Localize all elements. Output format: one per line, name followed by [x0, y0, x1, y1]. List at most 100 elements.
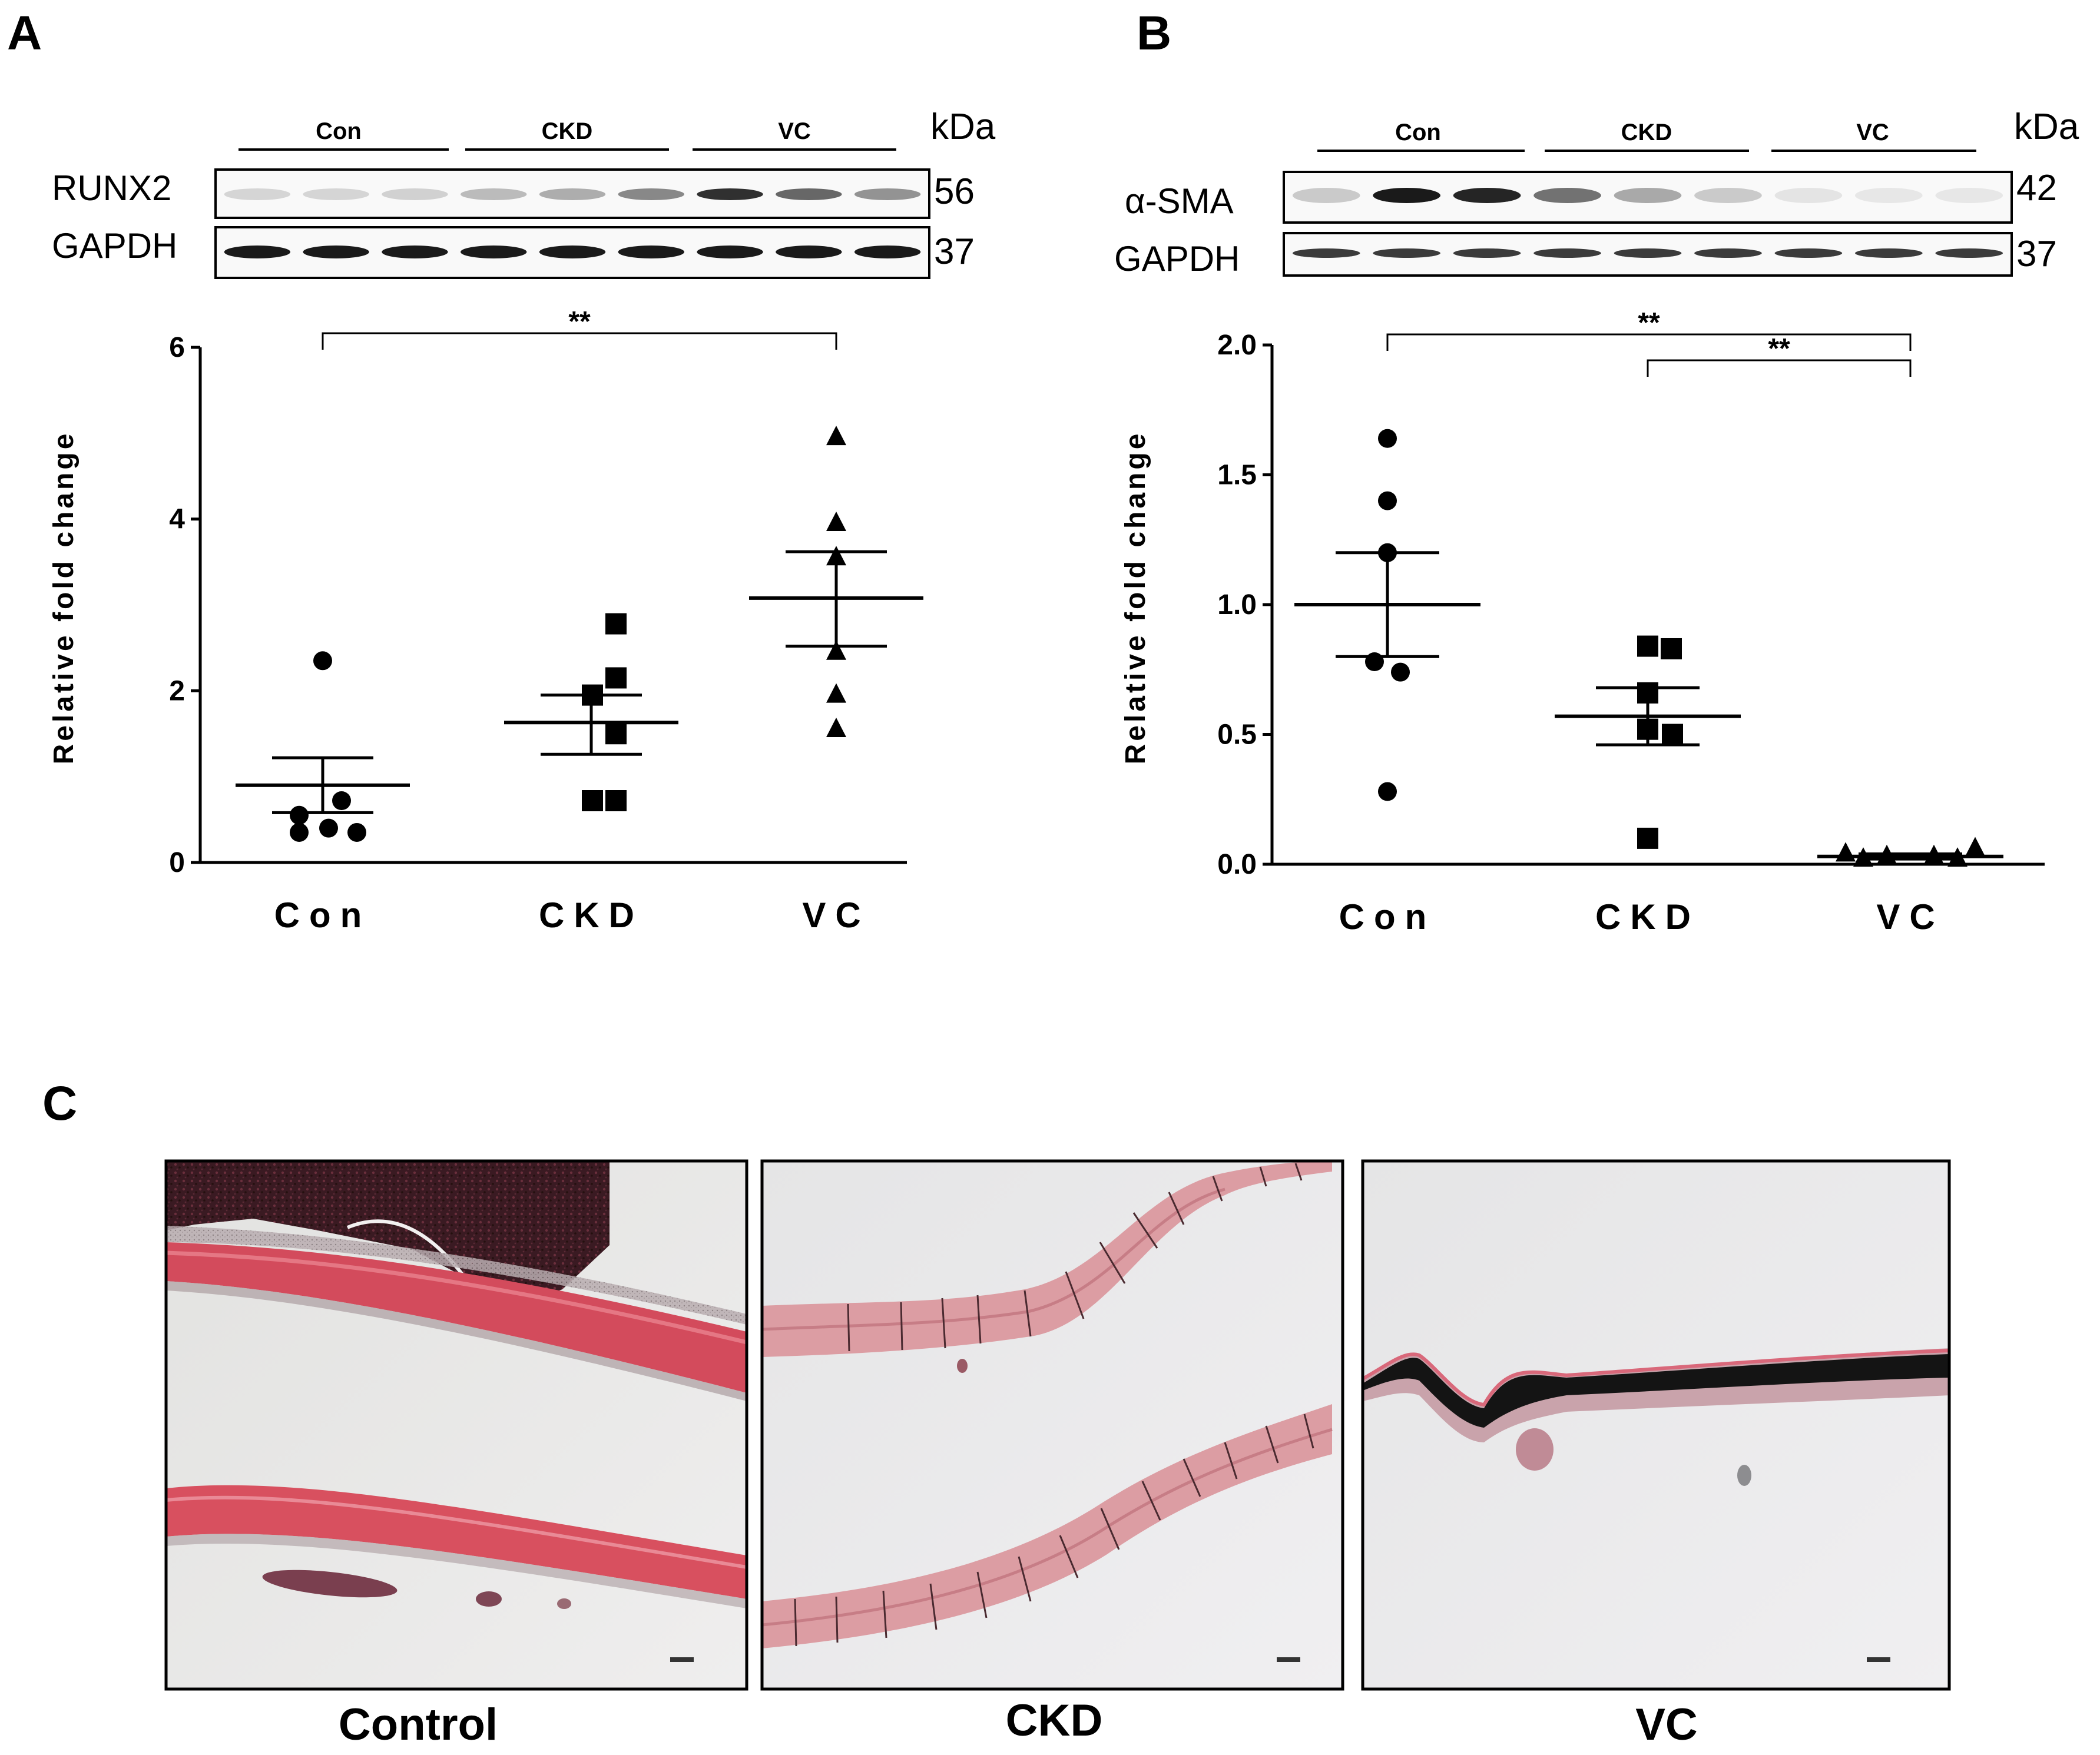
chart-b-point-ckd-5 — [1662, 724, 1683, 745]
chart-a-ytick-label-0: 0 — [169, 847, 185, 878]
chart-b-point-ckd-4 — [1637, 718, 1658, 740]
chart-a-point-ckd-6 — [605, 790, 627, 811]
chart-b-ytick-label-2: 1.0 — [1217, 589, 1257, 621]
chart-a-point-vc-5 — [826, 683, 846, 703]
chart-b-points — [1365, 429, 1985, 867]
chart-b-point-ckd-6 — [1637, 827, 1658, 849]
chart-b-sig-bracket-2 — [1647, 359, 1912, 377]
chart-a-point-con-1 — [313, 651, 332, 671]
chart-a-xtick-label-ckd: CKD — [539, 895, 644, 935]
panel-letter-b: B — [1137, 6, 1171, 60]
blot-b-asma-band-1 — [1292, 188, 1360, 203]
chart-b-ytick-label-0: 0.0 — [1217, 849, 1257, 880]
chart-a-point-con-6 — [347, 822, 366, 842]
chart-b: Relative fold change 0.0 0.5 1.0 1.5 2.0 Con C… — [1120, 307, 2045, 937]
blot-a-runx2-band-9 — [854, 188, 921, 200]
blot-a-gapdh-band-1 — [224, 245, 291, 258]
blot-b-asma-band-4 — [1533, 188, 1601, 203]
blot-a-gapdh-band-8 — [776, 245, 842, 258]
blot-b-asma-band-5 — [1614, 188, 1682, 203]
blot-a-gapdh-band-6 — [618, 245, 684, 258]
blot-a-runx2-band-6 — [618, 188, 684, 200]
blot-a: Con CKD VC kDa RUNX2 56 GAPDH 37 — [52, 107, 996, 279]
blot-b-gapdh-band-3 — [1453, 248, 1521, 258]
blot-a-gapdh-band-7 — [697, 245, 763, 258]
blot-a-kda-gapdh: 37 — [934, 231, 975, 272]
chart-b-ytick-label-1: 0.5 — [1217, 719, 1257, 751]
blot-b-gapdh-band-5 — [1614, 248, 1682, 258]
blot-b-asma-band-9 — [1935, 188, 2003, 203]
chart-a-points — [290, 426, 846, 842]
blot-b-asma-band-8 — [1855, 188, 1923, 203]
blot-b-bands-gapdh — [1292, 248, 2003, 258]
chart-b-point-vc-3 — [1877, 844, 1897, 864]
chart-a-point-vc-1 — [826, 426, 846, 446]
chart-b-sig-bracket-1 — [1386, 333, 1912, 351]
blot-a-group-label-con: Con — [316, 118, 362, 144]
chart-b-ytick-label-4: 2.0 — [1217, 330, 1257, 361]
blot-a-group-label-ckd: CKD — [542, 118, 593, 144]
blot-b-gapdh-band-7 — [1774, 248, 1843, 258]
blot-a-kda-runx2: 56 — [934, 171, 975, 212]
blot-b-group-label-ckd: CKD — [1621, 120, 1672, 145]
blot-a-runx2-band-8 — [776, 188, 842, 200]
chart-b-point-ckd-2 — [1661, 638, 1682, 659]
chart-a-axes: 0 2 4 6 Con CKD VC — [169, 332, 907, 935]
chart-b-ylabel: Relative fold change — [1120, 431, 1151, 765]
chart-b-point-vc-2 — [1836, 842, 1856, 862]
chart-a-point-ckd-5 — [582, 790, 603, 811]
chart-a-ytick-label-1: 2 — [169, 675, 185, 706]
chart-b-point-con-5 — [1391, 662, 1410, 682]
blot-a-group-label-vc: VC — [778, 118, 811, 144]
blot-b-asma-band-6 — [1694, 188, 1762, 203]
chart-b-axes: 0.0 0.5 1.0 1.5 2.0 Con CKD VC — [1217, 330, 2045, 937]
blot-b-gapdh-band-6 — [1694, 248, 1762, 258]
chart-a-point-ckd-4 — [605, 723, 627, 745]
blot-b-gapdh-band-2 — [1373, 248, 1440, 258]
blot-b-protein-label-asma: α-SMA — [1125, 181, 1234, 221]
blot-a-gapdh-band-2 — [303, 245, 369, 258]
chart-a-point-vc-4 — [826, 640, 846, 660]
blot-a-runx2-band-2 — [303, 188, 369, 200]
blot-a-gapdh-band-5 — [539, 245, 606, 258]
chart-a-mean-sem — [236, 550, 923, 814]
blot-b-gapdh-band-9 — [1935, 248, 2003, 258]
blot-a-protein-label-gapdh: GAPDH — [52, 226, 177, 266]
blot-b-gapdh-band-1 — [1292, 248, 1360, 258]
histology-label-vc: VC — [1635, 1700, 1698, 1750]
blot-b-group-label-vc: VC — [1856, 120, 1889, 145]
blot-b-asma-band-3 — [1453, 188, 1521, 203]
blot-b-kda-gapdh: 37 — [2016, 234, 2057, 274]
panel-letter-c: C — [42, 1077, 77, 1130]
blot-b-asma-band-7 — [1774, 188, 1843, 203]
blot-a-kda-header: kDa — [930, 107, 996, 147]
chart-b-sig-label-2: ** — [1768, 333, 1790, 364]
blot-a-runx2-band-7 — [697, 188, 763, 200]
chart-b-point-vc-4 — [1924, 844, 1944, 864]
histology-control-image — [164, 1159, 748, 1691]
chart-b-xtick-label-vc: VC — [1876, 897, 1944, 937]
chart-b-significance: ** ** — [1386, 307, 1912, 377]
chart-a-ylabel: Relative fold change — [48, 431, 80, 765]
chart-b-point-ckd-3 — [1637, 682, 1658, 704]
chart-b-xtick-label-con: Con — [1339, 897, 1436, 937]
chart-b-point-con-1 — [1378, 429, 1397, 448]
blot-b-protein-label-gapdh: GAPDH — [1114, 239, 1240, 278]
blot-b-group-label-con: Con — [1395, 120, 1441, 145]
chart-a: Relative fold change 0 2 4 6 Con CKD VC ** — [48, 306, 923, 935]
chart-a-point-ckd-1 — [605, 613, 627, 635]
chart-a-point-con-3 — [290, 805, 309, 825]
blot-a-gapdh-band-4 — [461, 245, 527, 258]
blot-b-kda-asma: 42 — [2016, 168, 2057, 208]
blot-a-gapdh-band-9 — [854, 245, 921, 258]
panel-letter-a: A — [7, 6, 42, 60]
chart-a-point-ckd-3 — [582, 684, 603, 706]
chart-a-ytick-label-2: 4 — [169, 504, 185, 535]
histology-label-ckd: CKD — [1006, 1696, 1103, 1746]
chart-b-point-con-3 — [1378, 543, 1397, 562]
histology-ckd-image — [760, 1159, 1344, 1691]
chart-b-point-con-4 — [1365, 652, 1384, 672]
blot-a-protein-label-runx2: RUNX2 — [52, 168, 171, 208]
histology-label-control: Control — [339, 1700, 498, 1750]
